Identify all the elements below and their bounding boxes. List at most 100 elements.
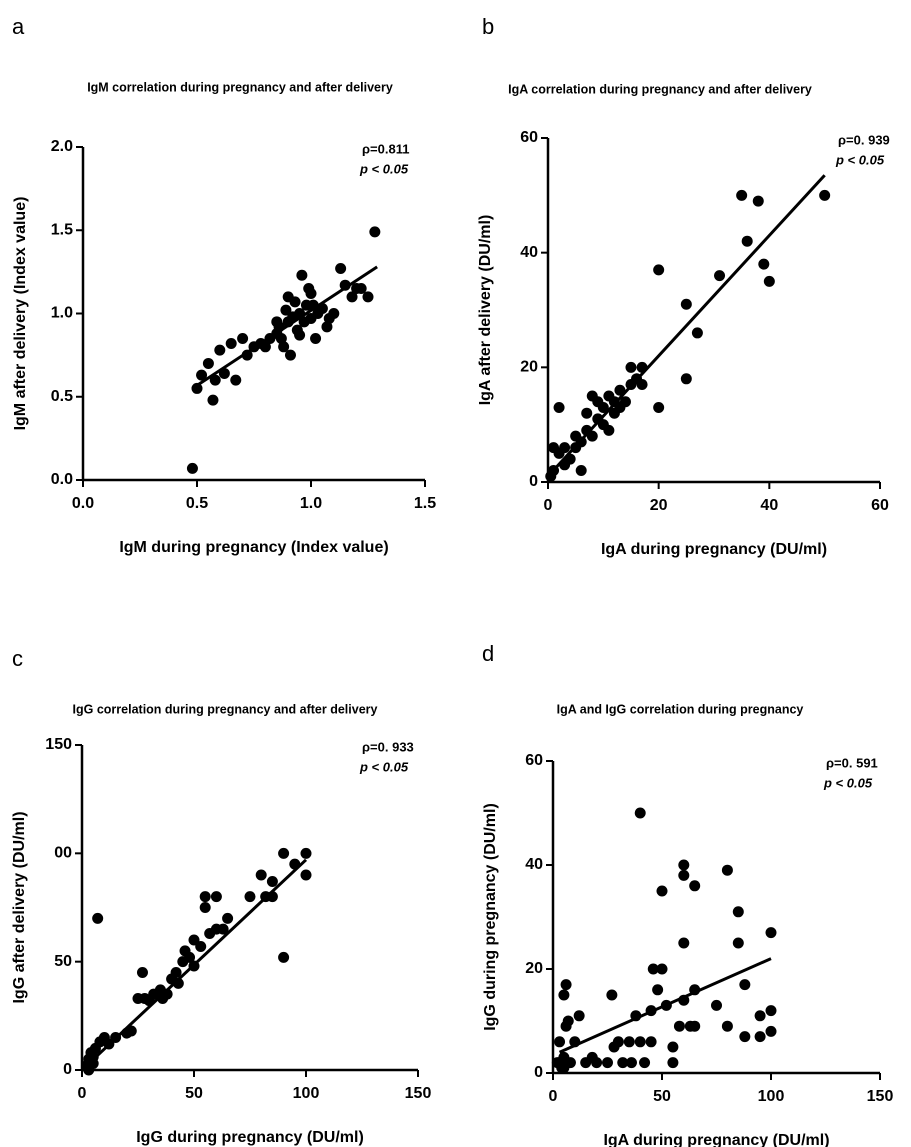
point xyxy=(617,1057,629,1069)
point xyxy=(300,847,312,859)
x-tick-label: 40 xyxy=(760,497,778,514)
point xyxy=(573,1010,585,1022)
trendline xyxy=(546,174,826,478)
point xyxy=(554,1057,566,1069)
point xyxy=(732,937,744,949)
point xyxy=(553,401,565,413)
y-axis-label: IgA after delivery (DU/ml) xyxy=(477,215,494,406)
point xyxy=(186,462,198,474)
point xyxy=(305,288,317,300)
point xyxy=(634,807,646,819)
y-tick-label: 50 xyxy=(54,953,72,970)
point xyxy=(763,275,775,287)
point xyxy=(645,1036,657,1048)
annotation: ρ=0.811 xyxy=(362,141,409,156)
point xyxy=(612,1036,624,1048)
x-axis-label: IgG during pregnancy (DU/ml) xyxy=(136,1129,364,1146)
x-tick-label: 0 xyxy=(544,497,553,514)
x-tick-label: 1.0 xyxy=(300,495,322,512)
point xyxy=(656,963,668,975)
point xyxy=(754,1031,766,1043)
point xyxy=(678,869,690,881)
point xyxy=(732,906,744,918)
trendline xyxy=(83,858,308,1069)
point xyxy=(652,984,664,996)
point xyxy=(721,1020,733,1032)
point xyxy=(136,967,148,978)
point xyxy=(280,304,292,316)
point xyxy=(765,1005,777,1017)
point xyxy=(819,189,831,201)
point xyxy=(562,1015,574,1027)
y-tick-label: 60 xyxy=(520,129,538,146)
x-tick-label: 1.5 xyxy=(414,495,436,512)
panel-label: b xyxy=(482,14,494,39)
point xyxy=(603,424,615,436)
point xyxy=(739,979,751,991)
point xyxy=(673,1020,685,1032)
y-tick-label: 2.0 xyxy=(51,138,73,155)
x-tick-label: 0.0 xyxy=(72,495,94,512)
point xyxy=(284,349,296,361)
point xyxy=(255,869,267,881)
x-axis-label: IgA during pregnancy (DU/ml) xyxy=(603,1132,829,1147)
point xyxy=(623,1036,635,1048)
y-axis-label: IgG after delivery (DU/ml) xyxy=(11,811,28,1003)
point xyxy=(207,394,219,406)
point xyxy=(678,937,690,949)
annotation: ρ=0. 591 xyxy=(826,755,878,770)
x-tick-label: 50 xyxy=(185,1085,203,1102)
point xyxy=(244,891,256,903)
point xyxy=(575,465,587,477)
point xyxy=(739,1031,751,1043)
point xyxy=(321,321,333,333)
point xyxy=(680,298,692,310)
x-tick-label: 150 xyxy=(867,1088,894,1105)
point xyxy=(625,1057,637,1069)
x-tick-label: 60 xyxy=(871,497,889,514)
point xyxy=(355,283,367,295)
point xyxy=(170,967,182,978)
chart-title: IgA correlation during pregnancy and aft… xyxy=(508,82,812,96)
point xyxy=(653,264,665,276)
point xyxy=(581,407,593,419)
y-tick-label: 60 xyxy=(525,752,543,769)
point xyxy=(765,1025,777,1037)
annotation: ρ=0. 939 xyxy=(838,132,890,147)
x-axis-label: IgM during pregnancy (Index value) xyxy=(119,539,388,556)
panel-label: c xyxy=(12,646,23,671)
point xyxy=(310,332,322,344)
point xyxy=(602,1057,613,1069)
point xyxy=(680,373,692,385)
annotation: p < 0.05 xyxy=(823,775,873,790)
trendline xyxy=(191,265,378,390)
point xyxy=(711,999,722,1011)
x-tick-label: 0.5 xyxy=(186,495,208,512)
point xyxy=(210,891,222,903)
point xyxy=(209,374,221,386)
point xyxy=(614,401,626,413)
point xyxy=(278,951,290,963)
point xyxy=(721,864,733,876)
y-tick-label: 1.0 xyxy=(51,305,73,322)
x-tick-label: 0 xyxy=(549,1088,558,1105)
point xyxy=(237,332,249,344)
trendline xyxy=(558,957,772,1054)
point xyxy=(667,1057,679,1069)
point xyxy=(689,1020,701,1032)
y-axis-label: IgG during pregnancy (DU/ml) xyxy=(482,803,499,1031)
point xyxy=(202,357,214,369)
point xyxy=(87,1051,99,1063)
point xyxy=(625,361,637,373)
annotation: p < 0.05 xyxy=(359,161,409,176)
y-tick-label: 00 xyxy=(54,845,72,862)
y-tick-label: 0.5 xyxy=(51,388,73,405)
point xyxy=(296,269,308,281)
y-tick-label: 0.0 xyxy=(51,471,73,488)
point xyxy=(225,337,237,349)
annotation: p < 0.05 xyxy=(359,759,409,774)
point xyxy=(754,1010,766,1022)
y-tick-label: 0 xyxy=(534,1064,543,1081)
point xyxy=(369,226,381,238)
point xyxy=(656,885,668,897)
